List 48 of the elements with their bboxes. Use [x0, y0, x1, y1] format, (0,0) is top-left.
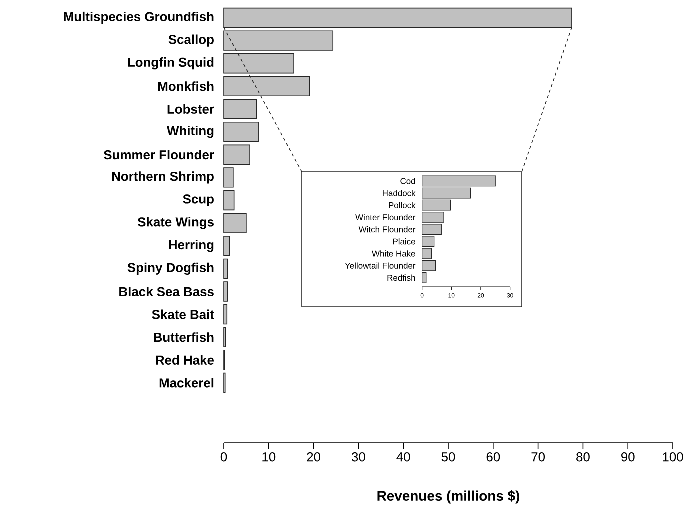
y-tick-label: Summer Flounder: [104, 150, 214, 160]
x-tick-label: 20: [307, 452, 321, 462]
y-tick-label: Black Sea Bass: [120, 286, 214, 297]
bar: [224, 304, 228, 325]
y-tick-label: Redfish: [388, 274, 416, 282]
x-tick-label: 100: [663, 452, 684, 462]
y-tick-label: Multispecies Groundfish: [64, 12, 214, 24]
y-tick-label: Mackerel: [160, 378, 214, 388]
y-tick-label: White Hake: [372, 250, 416, 257]
x-tick-label: 0: [220, 452, 228, 462]
y-tick-label: Red Hake: [156, 355, 214, 365]
x-tick-label: 70: [532, 452, 546, 462]
bar: [224, 99, 258, 120]
y-tick-label: Longfin Squid: [128, 58, 214, 70]
y-tick-label: Butterfish: [154, 332, 214, 342]
y-tick-label: Plaice: [393, 238, 416, 245]
y-tick-label: Herring: [169, 240, 214, 252]
y-tick-label: Spiny Dogfish: [128, 262, 214, 276]
y-tick-label: Scallop: [168, 34, 214, 47]
y-tick-label: Monkfish: [158, 82, 214, 92]
y-tick-label: Skate Bait: [152, 310, 214, 320]
bar: [224, 190, 235, 211]
y-tick-label: Witch Flounder: [358, 226, 416, 233]
y-tick-label: Haddock: [383, 190, 416, 196]
bar: [224, 168, 234, 188]
x-tick-label: 10: [262, 452, 276, 462]
y-tick-label: Lobster: [168, 104, 214, 114]
bar: [224, 144, 250, 165]
bar: [224, 236, 230, 256]
bar: [224, 282, 228, 302]
y-tick-label: Whiting: [167, 126, 214, 138]
y-tick-label: Winter Flounder: [356, 214, 416, 221]
bar: [224, 122, 259, 142]
y-tick-label: Pollock: [389, 202, 416, 208]
y-tick-label: Cod: [400, 178, 416, 184]
x-axis-title: Revenues (millions $): [378, 490, 520, 504]
x-tick-label: 60: [486, 452, 500, 462]
y-tick-label: Scup: [183, 194, 214, 206]
x-tick-label: 80: [576, 452, 590, 462]
x-tick-label: 30: [352, 452, 366, 462]
bar: [224, 213, 247, 234]
bar: [224, 258, 228, 280]
y-tick-label: Skate Wings: [138, 217, 214, 230]
y-tick-label: Yellowtail Flounder: [345, 262, 416, 269]
x-tick-label: 50: [442, 452, 456, 462]
x-tick-label: 90: [622, 452, 635, 462]
y-tick-label: Northern Shrimp: [112, 172, 214, 184]
x-tick-label: 40: [396, 452, 410, 462]
